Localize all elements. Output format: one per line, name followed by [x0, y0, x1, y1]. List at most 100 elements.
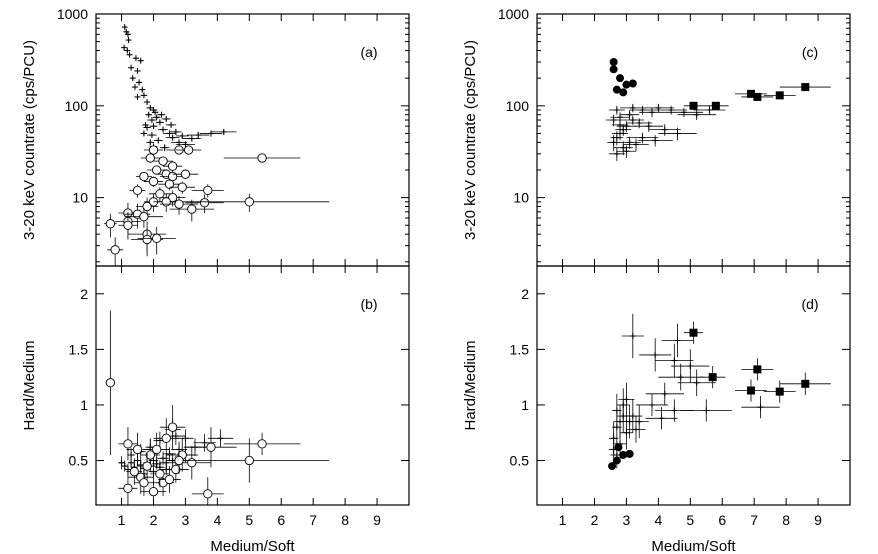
data-point [634, 121, 664, 132]
data-point [626, 132, 659, 144]
x-axis-title: Medium/Soft [210, 538, 295, 554]
filled-circle-marker [609, 58, 618, 67]
data-point [134, 469, 154, 497]
data-point [175, 145, 202, 155]
data-point [128, 64, 135, 71]
circle-marker [152, 165, 162, 175]
data-point [642, 103, 675, 113]
circle-marker [123, 439, 133, 449]
x-tick-label: 6 [277, 512, 285, 528]
x-tick-label: 6 [718, 512, 726, 528]
circle-marker [155, 189, 165, 199]
data-point [125, 37, 132, 44]
x-tick-label: 4 [213, 512, 221, 528]
data-point [210, 128, 237, 136]
data-point [165, 134, 180, 141]
data-point [169, 193, 330, 212]
circle-marker [155, 469, 165, 479]
data-point [159, 404, 186, 450]
data-point [140, 92, 148, 99]
data-point [118, 427, 138, 461]
y-tick-label: 1.5 [69, 341, 89, 357]
filled-square-marker [775, 387, 784, 396]
circle-marker [152, 444, 162, 455]
circle-marker [174, 455, 184, 466]
circle-marker [105, 219, 116, 229]
filled-circle-marker [628, 79, 637, 88]
filled-circle-marker [625, 449, 634, 458]
circle-marker [123, 483, 133, 493]
circle-marker [161, 433, 171, 443]
data-point [177, 429, 194, 448]
data-point [139, 86, 146, 93]
data-point [735, 379, 767, 402]
data-point [619, 88, 628, 97]
data-point [655, 105, 688, 115]
filled-square-marker [801, 83, 810, 92]
data-point [191, 477, 224, 505]
data-point [146, 139, 155, 146]
data-point [157, 111, 166, 118]
data-point [779, 372, 831, 395]
data-point [612, 120, 629, 131]
data-point [131, 84, 138, 91]
data-point [620, 110, 640, 121]
data-point [153, 156, 173, 167]
data-point [124, 31, 131, 38]
data-point [621, 115, 644, 125]
x-tick-label: 3 [182, 512, 190, 528]
data-point [187, 131, 210, 139]
circle-marker [168, 422, 178, 432]
data-point [616, 74, 625, 83]
filled-square-marker [746, 89, 755, 98]
data-point [680, 399, 732, 422]
data-point [166, 438, 199, 472]
circle-marker [148, 176, 159, 187]
data-point [103, 213, 117, 238]
x-tick-label: 7 [309, 512, 317, 528]
filled-circle-marker [612, 85, 621, 94]
data-point [618, 136, 641, 149]
y-axis-title: 3-20 keV countrate (cps/PCU) [21, 40, 38, 240]
series-dot [608, 443, 634, 471]
circle-marker [139, 171, 149, 182]
filled-circle-marker [608, 462, 617, 471]
data-point [126, 51, 133, 58]
data-point [155, 119, 165, 126]
filled-square-marker [689, 101, 698, 110]
panel-a: 10 100 1000 (a) 3-20 keV countrate (cps/PCU) [21, 6, 410, 267]
data-point [134, 93, 141, 100]
data-point [616, 145, 637, 159]
data-point [165, 121, 177, 128]
data-point [126, 432, 149, 467]
data-point [132, 55, 139, 62]
data-point [703, 101, 729, 110]
filled-square-marker [753, 365, 762, 374]
data-point [626, 416, 646, 443]
data-point [779, 83, 831, 92]
data-point [223, 432, 301, 455]
y-tick-label: 2 [521, 286, 529, 302]
circle-marker [187, 458, 197, 468]
data-point [182, 135, 201, 142]
data-point [608, 462, 617, 471]
data-point [143, 99, 151, 106]
data-point [143, 124, 151, 131]
data-point [616, 388, 630, 422]
x-tick-label: 8 [782, 512, 790, 528]
data-point [735, 89, 767, 98]
data-point [163, 447, 176, 461]
filled-circle-marker [609, 65, 618, 74]
plot-frame [536, 265, 851, 506]
x-tick-label: 9 [373, 512, 381, 528]
data-point [612, 456, 621, 465]
filled-square-marker [746, 386, 755, 395]
data-point [127, 448, 135, 462]
circle-marker [145, 450, 155, 460]
data-point [158, 126, 168, 133]
x-tick-label: 1 [559, 512, 567, 528]
data-point [677, 369, 716, 397]
x-tick-label: 4 [654, 512, 662, 528]
circle-marker [148, 145, 159, 155]
